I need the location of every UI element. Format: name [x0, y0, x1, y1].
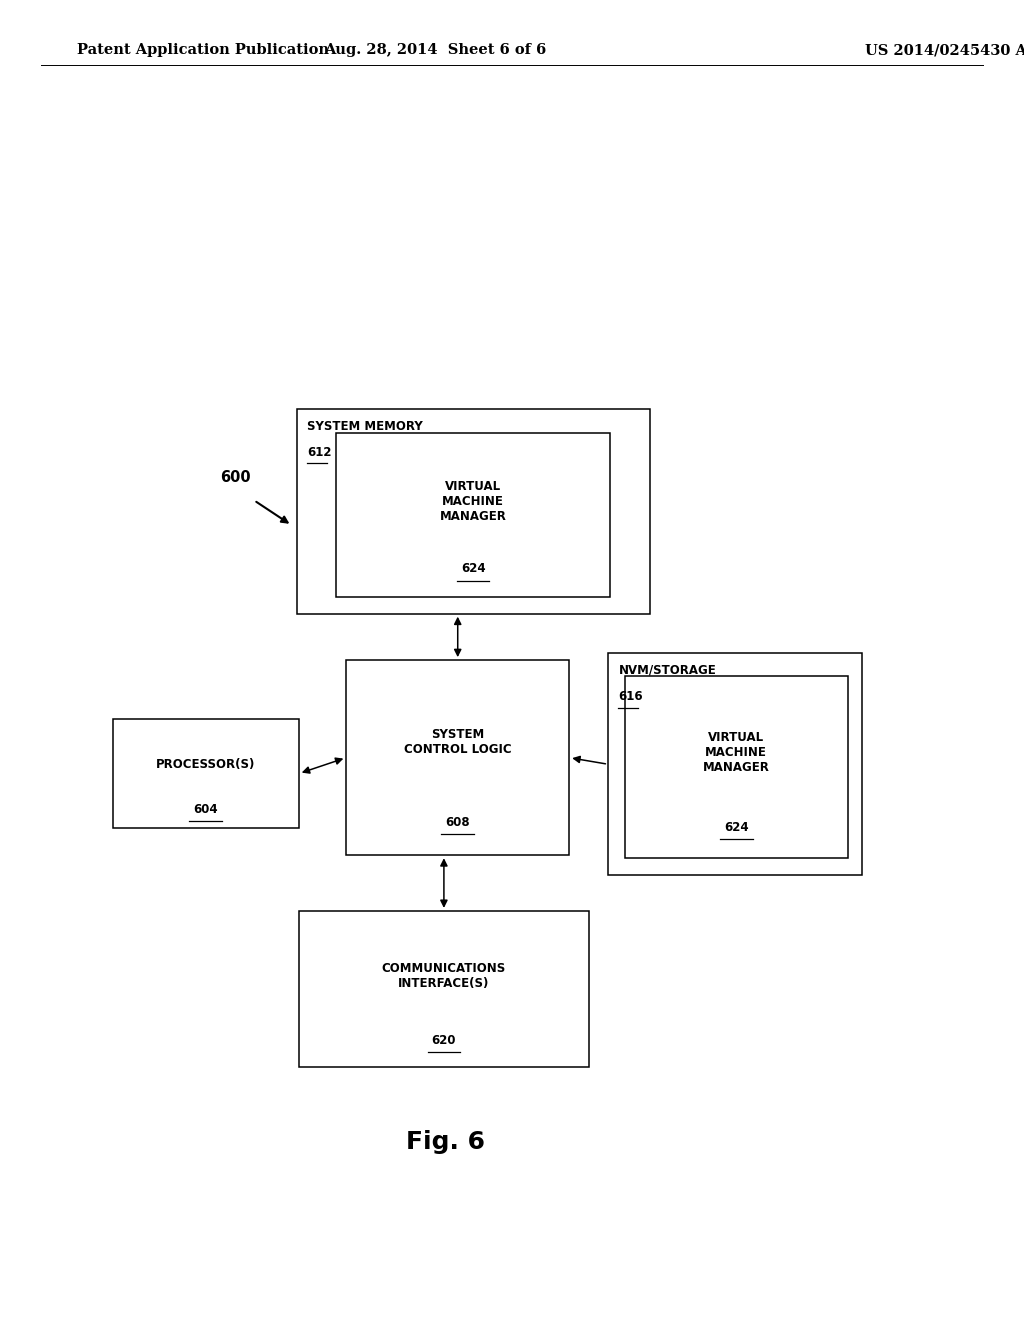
Text: US 2014/0245430 A1: US 2014/0245430 A1 [865, 44, 1024, 57]
Text: 620: 620 [432, 1034, 456, 1047]
FancyBboxPatch shape [336, 433, 610, 597]
FancyBboxPatch shape [346, 660, 569, 855]
Text: 624: 624 [461, 562, 485, 576]
Text: PROCESSOR(S): PROCESSOR(S) [156, 759, 256, 771]
Text: Aug. 28, 2014  Sheet 6 of 6: Aug. 28, 2014 Sheet 6 of 6 [324, 44, 547, 57]
FancyBboxPatch shape [297, 409, 650, 614]
Text: VIRTUAL
MACHINE
MANAGER: VIRTUAL MACHINE MANAGER [439, 480, 507, 523]
Text: VIRTUAL
MACHINE
MANAGER: VIRTUAL MACHINE MANAGER [702, 731, 770, 774]
Text: Fig. 6: Fig. 6 [406, 1130, 485, 1154]
FancyBboxPatch shape [299, 911, 589, 1067]
Text: 608: 608 [445, 816, 470, 829]
Text: 624: 624 [724, 821, 749, 833]
FancyBboxPatch shape [113, 719, 299, 828]
Text: SYSTEM MEMORY: SYSTEM MEMORY [307, 420, 423, 433]
Text: 616: 616 [618, 690, 643, 704]
Text: 612: 612 [307, 446, 332, 459]
Text: NVM/STORAGE: NVM/STORAGE [618, 664, 716, 677]
Text: COMMUNICATIONS
INTERFACE(S): COMMUNICATIONS INTERFACE(S) [382, 962, 506, 990]
Text: SYSTEM
CONTROL LOGIC: SYSTEM CONTROL LOGIC [403, 729, 512, 756]
FancyBboxPatch shape [608, 653, 862, 875]
Text: 604: 604 [194, 803, 218, 816]
Text: 600: 600 [220, 470, 251, 484]
Text: Patent Application Publication: Patent Application Publication [77, 44, 329, 57]
FancyBboxPatch shape [625, 676, 848, 858]
